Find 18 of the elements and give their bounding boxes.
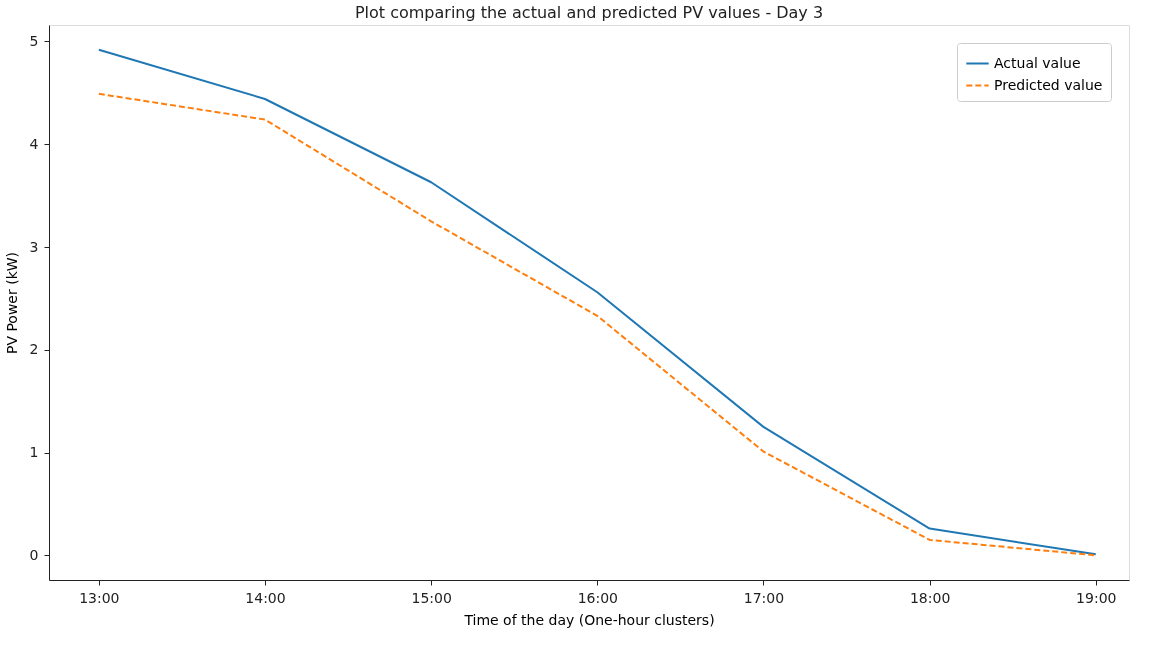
x-tick-label: 17:00 (743, 589, 785, 606)
x-axis-title: Time of the day (One-hour clusters) (463, 611, 715, 628)
y-tick-label: 2 (29, 341, 39, 358)
y-tick-label: 5 (29, 32, 39, 49)
y-tick-label: 1 (29, 444, 39, 461)
legend-label: Actual value (994, 54, 1081, 71)
legend-label: Predicted value (994, 76, 1103, 93)
y-tick-label: 4 (29, 135, 39, 152)
y-tick-label: 3 (29, 238, 39, 255)
x-tick-label: 19:00 (1076, 589, 1117, 606)
chart-title: Plot comparing the actual and predicted PV values - Day 3 (354, 3, 824, 22)
x-tick-label: 18:00 (909, 589, 951, 606)
x-tick-label: 14:00 (245, 589, 286, 606)
y-tick-label: 0 (29, 546, 39, 563)
x-tick-label: 15:00 (411, 589, 452, 606)
x-tick-label: 13:00 (79, 589, 120, 606)
y-axis-title: PV Power (kW) (3, 251, 20, 355)
x-tick-label: 16:00 (577, 589, 618, 606)
